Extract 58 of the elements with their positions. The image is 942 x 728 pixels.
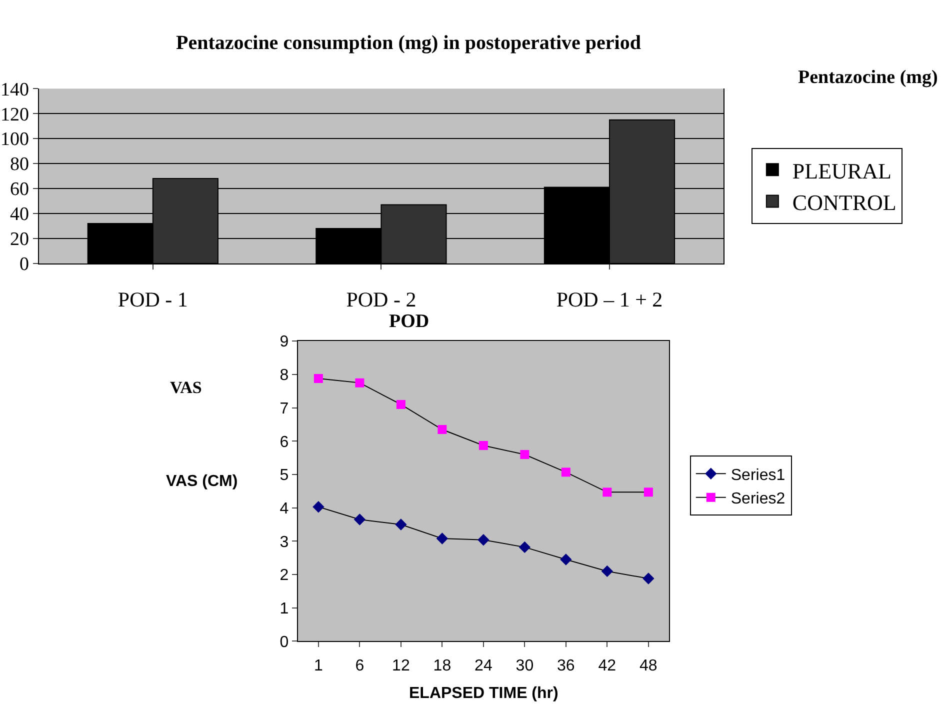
y-tick-label: 5 (280, 467, 289, 484)
y-axis-title: VAS (CM) (166, 473, 238, 490)
point (601, 565, 614, 578)
x-tick-label: 42 (598, 657, 616, 674)
y-tick-label: 60 (10, 179, 29, 200)
point (438, 424, 447, 434)
point (436, 532, 448, 544)
point (312, 500, 324, 513)
x-tick-label: 18 (433, 657, 452, 674)
y-tick-label: 3 (280, 534, 289, 551)
y-tick-label: 4 (280, 500, 289, 518)
y-tick-label: 9 (280, 334, 289, 351)
point (560, 554, 572, 566)
y-tick-label: 100 (0, 129, 29, 150)
point (642, 572, 654, 584)
x-tick-label: 12 (392, 657, 410, 674)
y-tick-label: 40 (10, 204, 29, 226)
y-tick-label: 7 (280, 400, 289, 418)
y-tick-label: 140 (0, 79, 29, 100)
point (644, 488, 653, 497)
point (561, 468, 570, 477)
y-tick-label: 6 (280, 434, 289, 451)
point (520, 450, 530, 460)
point (478, 440, 488, 450)
x-tick-label: 1 (314, 657, 323, 674)
point (396, 400, 406, 409)
y-tick-label: 80 (10, 154, 29, 176)
x-tick-label: 30 (516, 657, 534, 674)
point (355, 378, 364, 388)
x-tick-label: POD - 1 (118, 288, 188, 312)
y-tick-label: 20 (10, 229, 29, 250)
x-tick-label: POD – 1 + 2 (556, 288, 663, 312)
x-tick-label: POD - 2 (346, 288, 416, 312)
x-tick-label: 6 (355, 657, 364, 674)
legend-label: PLEURAL (792, 158, 892, 184)
y-tick-label: 120 (0, 104, 29, 126)
y-tick-label: 0 (280, 634, 289, 651)
point (518, 541, 531, 554)
y-axis-title: Pentazocine (mg) (798, 67, 938, 88)
point (395, 518, 407, 530)
y-tick-label: 0 (19, 254, 29, 276)
text: VAS (170, 378, 202, 397)
point (478, 534, 490, 546)
legend-label: CONTROL (792, 190, 896, 215)
point (314, 374, 323, 383)
point (354, 514, 366, 526)
chart-title: Pentazocine consumption (mg) in postoperative period (176, 32, 641, 54)
x-tick-label: 36 (557, 657, 575, 674)
x-axis-title: ELAPSED TIME (hr) (409, 685, 558, 702)
legend-label: Series1 (730, 466, 786, 484)
x-tick-label: 48 (640, 657, 658, 674)
y-tick-label: 8 (280, 367, 289, 384)
point (602, 488, 612, 497)
x-tick-label: 24 (474, 657, 492, 674)
y-tick-label: 2 (280, 567, 289, 584)
legend-label: Series2 (730, 490, 786, 508)
y-tick-label: 1 (280, 600, 289, 618)
x-axis-title: POD (389, 311, 430, 332)
